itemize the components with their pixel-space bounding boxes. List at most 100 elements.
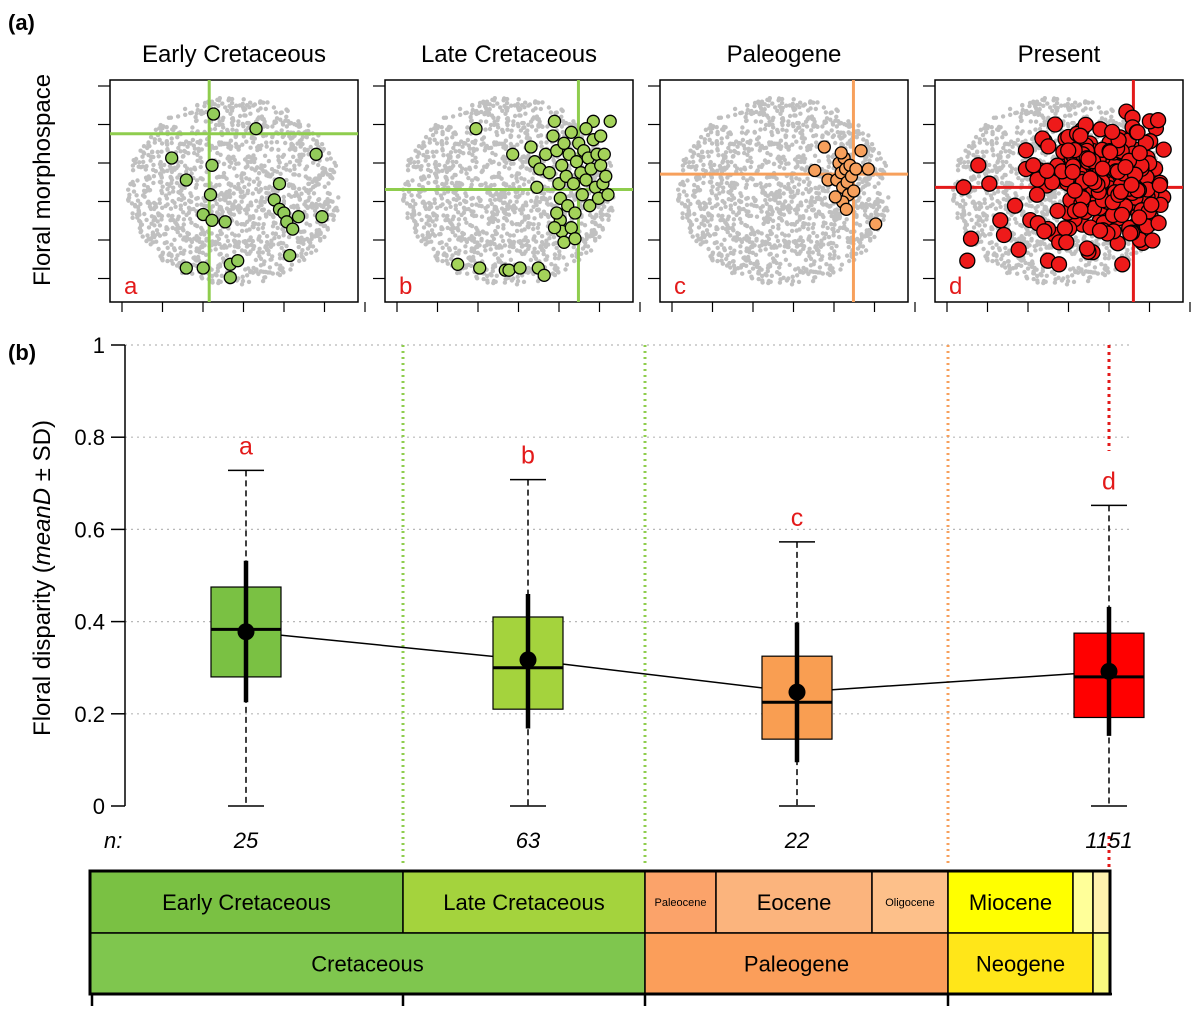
cloud-point: [209, 99, 215, 104]
cloud-point: [412, 160, 417, 165]
cloud-point: [769, 231, 774, 236]
cloud-point: [460, 144, 465, 149]
cloud-point: [813, 185, 818, 191]
cloud-point: [824, 130, 829, 135]
cloud-point: [469, 202, 475, 208]
cloud-point: [171, 246, 177, 251]
cloud-point: [831, 233, 836, 238]
cloud-point: [520, 207, 526, 212]
cloud-point: [722, 237, 727, 242]
cloud-point: [247, 214, 253, 219]
cloud-point: [192, 255, 197, 260]
cloud-point: [522, 105, 527, 110]
cloud-point: [186, 231, 192, 237]
cloud-point: [279, 128, 284, 133]
cloud-point: [798, 249, 803, 254]
cloud-point: [796, 279, 802, 285]
cloud-point: [215, 265, 221, 271]
cloud-point: [470, 107, 475, 113]
cloud-point: [272, 236, 277, 241]
cloud-point: [269, 242, 274, 247]
cloud-point: [178, 206, 183, 212]
cloud-point: [262, 119, 267, 124]
cloud-point: [212, 126, 218, 132]
cloud-point: [277, 256, 283, 261]
cloud-point: [774, 270, 780, 275]
cloud-point: [274, 139, 280, 145]
cloud-point: [163, 203, 168, 209]
cloud-point: [468, 114, 473, 120]
cloud-point: [780, 116, 785, 121]
cloud-point: [971, 225, 977, 230]
cloud-point: [834, 124, 839, 129]
cloud-point: [1014, 110, 1019, 115]
cloud-point: [151, 180, 156, 186]
cloud-point: [554, 110, 559, 115]
cloud-point: [419, 217, 424, 223]
cloud-point: [795, 164, 800, 169]
cloud-point: [539, 247, 545, 253]
cloud-point: [434, 190, 440, 196]
cloud-point: [813, 123, 818, 128]
cloud-point: [433, 254, 438, 259]
cloud-point: [1056, 191, 1061, 196]
cloud-point: [857, 223, 863, 228]
cloud-point: [795, 251, 800, 257]
cloud-point: [226, 181, 232, 186]
cloud-point: [200, 250, 205, 255]
cloud-point: [808, 106, 813, 111]
cloud-point: [502, 280, 508, 285]
cloud-point: [781, 206, 786, 211]
cloud-point: [217, 197, 223, 202]
cloud-point: [723, 220, 728, 225]
cloud-point: [771, 115, 776, 121]
cloud-point: [754, 182, 759, 188]
cloud-point: [738, 191, 743, 196]
cloud-point: [450, 135, 455, 140]
cloud-point: [410, 215, 415, 220]
cloud-point: [130, 211, 135, 216]
cloud-point: [267, 211, 273, 217]
cloud-point: [873, 211, 878, 216]
cloud-point: [410, 178, 415, 183]
cloud-point: [413, 201, 418, 207]
cloud-point: [216, 103, 221, 109]
cloud-point: [798, 111, 803, 116]
cloud-point: [525, 238, 530, 244]
cloud-point: [263, 185, 268, 191]
cloud-point: [511, 233, 516, 238]
cloud-point: [188, 244, 193, 249]
cloud-point: [240, 101, 245, 107]
cloud-point: [518, 240, 523, 245]
cloud-point: [522, 214, 528, 219]
cloud-point: [533, 106, 538, 111]
cloud-point: [306, 123, 311, 128]
cloud-point: [846, 130, 851, 135]
cloud-point: [606, 213, 611, 218]
cloud-point: [401, 198, 406, 203]
cloud-point: [195, 152, 200, 157]
cloud-point: [533, 199, 538, 204]
cloud-point: [728, 149, 733, 154]
cloud-point: [418, 175, 424, 180]
cloud-point: [201, 110, 206, 116]
cloud-point: [159, 149, 164, 154]
cloud-point: [247, 227, 252, 232]
cloud-point: [142, 182, 147, 188]
data-point: [817, 140, 831, 154]
data-point: [196, 261, 210, 275]
cloud-point: [260, 208, 266, 213]
cloud-point: [257, 246, 262, 251]
cloud-point: [309, 236, 314, 242]
data-point: [502, 263, 516, 277]
cloud-point: [759, 209, 764, 214]
cloud-point: [954, 201, 960, 206]
cloud-point: [509, 220, 514, 225]
cloud-point: [435, 250, 441, 255]
cloud-point: [680, 168, 686, 173]
data-point: [524, 140, 538, 154]
cloud-point: [461, 151, 466, 156]
cloud-point: [759, 184, 764, 190]
cloud-point: [744, 118, 749, 123]
cloud-point: [159, 213, 165, 219]
